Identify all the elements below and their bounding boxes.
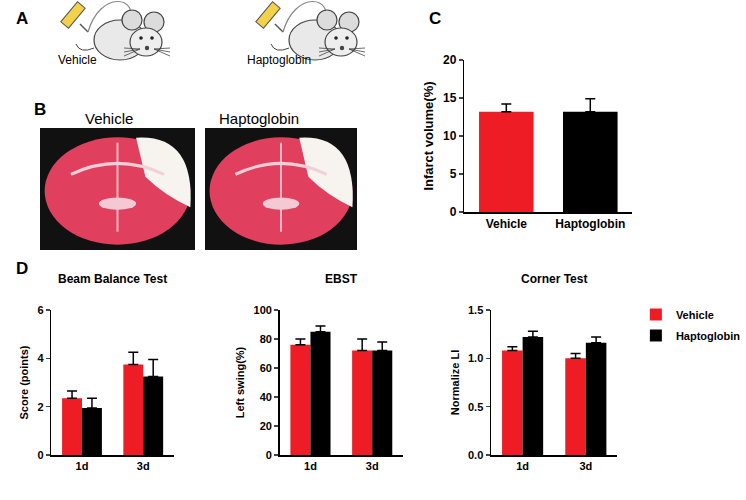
svg-text:Vehicle: Vehicle	[676, 309, 714, 321]
svg-text:1.0: 1.0	[468, 352, 483, 364]
svg-text:0: 0	[450, 205, 457, 219]
svg-text:100: 100	[254, 304, 272, 316]
svg-text:Vehicle: Vehicle	[486, 217, 528, 231]
svg-text:1.5: 1.5	[468, 304, 483, 316]
svg-text:3d: 3d	[579, 460, 592, 472]
svg-text:Left swing(%): Left swing(%)	[234, 346, 246, 418]
svg-text:A: A	[16, 9, 28, 28]
svg-text:Haptoglobin: Haptoglobin	[555, 217, 625, 231]
svg-text:5: 5	[450, 167, 457, 181]
svg-text:3d: 3d	[137, 460, 150, 472]
svg-text:1d: 1d	[304, 460, 317, 472]
svg-text:20: 20	[443, 53, 457, 67]
svg-text:B: B	[34, 100, 46, 119]
svg-text:80: 80	[260, 333, 272, 345]
svg-text:6: 6	[38, 304, 44, 316]
svg-text:0: 0	[266, 449, 272, 461]
svg-text:40: 40	[260, 391, 272, 403]
svg-text:4: 4	[38, 352, 45, 364]
svg-text:Haptoglobin: Haptoglobin	[247, 53, 311, 67]
svg-text:Vehicle: Vehicle	[58, 53, 97, 67]
svg-text:C: C	[429, 9, 441, 28]
svg-text:2: 2	[38, 401, 44, 413]
svg-text:1d: 1d	[76, 460, 89, 472]
svg-text:0.5: 0.5	[468, 401, 483, 413]
svg-text:D: D	[16, 259, 28, 278]
svg-text:60: 60	[260, 362, 272, 374]
svg-text:Score (points): Score (points)	[18, 345, 30, 419]
svg-text:Vehicle: Vehicle	[85, 110, 133, 127]
svg-text:Beam Balance Test: Beam Balance Test	[58, 272, 167, 286]
svg-text:3d: 3d	[366, 460, 379, 472]
svg-text:10: 10	[443, 129, 457, 143]
svg-text:1d: 1d	[516, 460, 529, 472]
svg-text:15: 15	[443, 91, 457, 105]
svg-text:Infarct volume(%): Infarct volume(%)	[421, 81, 436, 190]
svg-text:Haptoglobin: Haptoglobin	[676, 330, 740, 342]
svg-text:0.0: 0.0	[468, 449, 483, 461]
svg-text:Haptoglobin: Haptoglobin	[219, 110, 299, 127]
svg-text:EBST: EBST	[325, 272, 358, 286]
svg-text:20: 20	[260, 420, 272, 432]
svg-text:Normalize LI: Normalize LI	[449, 350, 461, 415]
svg-text:0: 0	[38, 449, 44, 461]
svg-text:Corner Test: Corner Test	[521, 272, 587, 286]
